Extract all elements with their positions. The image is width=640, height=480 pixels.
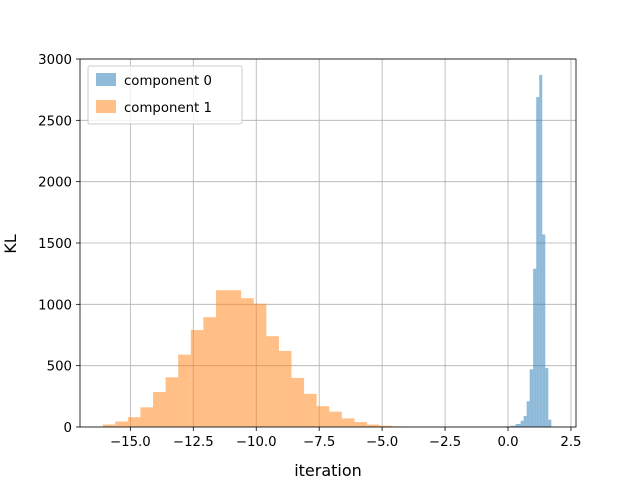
legend-swatch-component-1 — [96, 100, 116, 113]
y-axis-label: KL — [1, 234, 20, 253]
x-tick-label-4: −5.0 — [366, 435, 398, 450]
series-component-1 — [102, 290, 405, 427]
bar-component-0-5 — [526, 401, 530, 427]
x-tick-label-3: −7.5 — [303, 435, 335, 450]
y-tick-label-1: 500 — [47, 360, 72, 375]
x-tick-label-1: −12.5 — [173, 435, 214, 450]
bar-component-1-3 — [140, 407, 154, 427]
bar-component-1-13 — [278, 350, 292, 427]
legend-label-component-1: component 1 — [124, 101, 212, 116]
bar-component-1-21 — [379, 425, 393, 427]
bar-component-1-18 — [341, 418, 355, 427]
bar-component-1-17 — [329, 411, 342, 427]
x-axis-label: iteration — [294, 461, 362, 480]
bar-component-1-20 — [367, 424, 380, 427]
y-tick-label-4: 2000 — [38, 176, 72, 191]
bar-component-1-15 — [304, 393, 317, 427]
bar-component-0-3 — [520, 420, 524, 427]
bar-component-1-12 — [266, 336, 279, 427]
bar-component-1-4 — [153, 392, 166, 427]
y-tick-label-0: 0 — [64, 421, 72, 436]
x-axis-ticks: −15.0 −12.5 −10.0 −7.5 −5.0 −2.5 0.0 2.5 — [110, 427, 582, 450]
y-axis-ticks: 0 500 1000 1500 2000 2500 3000 — [38, 53, 80, 436]
bar-component-1-9 — [215, 290, 242, 427]
bar-component-1-1 — [115, 421, 128, 427]
bar-component-1-6 — [178, 354, 191, 427]
x-tick-label-0: −15.0 — [110, 435, 151, 450]
x-tick-label-6: 0.0 — [497, 435, 518, 450]
x-tick-label-7: 2.5 — [560, 435, 581, 450]
legend-swatch-component-0 — [96, 73, 116, 86]
bar-component-0-1 — [510, 425, 516, 427]
bar-component-0-4 — [523, 415, 527, 427]
bar-component-1-8 — [203, 317, 216, 427]
bar-component-0-2 — [515, 423, 521, 427]
series-component-0 — [505, 74, 552, 428]
x-tick-label-5: −2.5 — [429, 435, 461, 450]
bar-component-1-0 — [102, 424, 116, 427]
bar-component-1-10 — [241, 298, 254, 427]
bar-component-1-11 — [253, 303, 267, 427]
legend: component 0 component 1 — [87, 65, 243, 125]
bar-component-1-2 — [127, 417, 141, 427]
grid-lines — [80, 58, 576, 428]
bar-component-1-19 — [354, 422, 368, 427]
bar-component-0-10 — [542, 234, 546, 427]
bar-component-0-12 — [548, 419, 552, 427]
legend-label-component-0: component 0 — [124, 74, 212, 89]
legend-box — [87, 65, 243, 125]
y-tick-label-2: 1000 — [38, 298, 72, 313]
bar-component-0-11 — [545, 368, 549, 427]
y-tick-label-5: 2500 — [38, 114, 72, 129]
bar-component-1-7 — [190, 330, 204, 427]
x-tick-label-2: −10.0 — [236, 435, 277, 450]
bar-component-0-7 — [533, 268, 537, 427]
bar-component-1-16 — [316, 406, 330, 427]
bar-component-1-14 — [291, 377, 305, 427]
y-tick-label-3: 1500 — [38, 237, 72, 252]
bar-component-0-6 — [529, 369, 534, 427]
bar-component-0-8 — [536, 97, 540, 427]
bar-component-0-9 — [539, 74, 543, 428]
bar-component-1-5 — [165, 377, 179, 427]
y-tick-label-6: 3000 — [38, 53, 72, 68]
